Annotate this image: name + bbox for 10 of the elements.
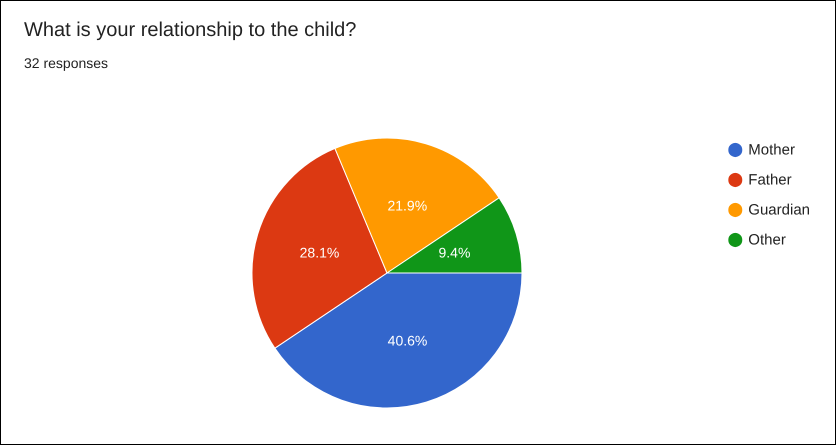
legend-label: Guardian <box>748 202 810 218</box>
data-label: 28.1% <box>300 244 340 261</box>
data-label: 21.9% <box>387 197 428 214</box>
legend-label: Father <box>748 172 792 188</box>
legend-label: Other <box>748 232 786 248</box>
legend-label: Mother <box>748 142 795 158</box>
data-label: 9.4% <box>438 244 470 260</box>
chart-title: What is your relationship to the child? <box>24 19 356 41</box>
text: 32 responses <box>24 55 108 71</box>
data-label: 40.6% <box>388 332 428 348</box>
